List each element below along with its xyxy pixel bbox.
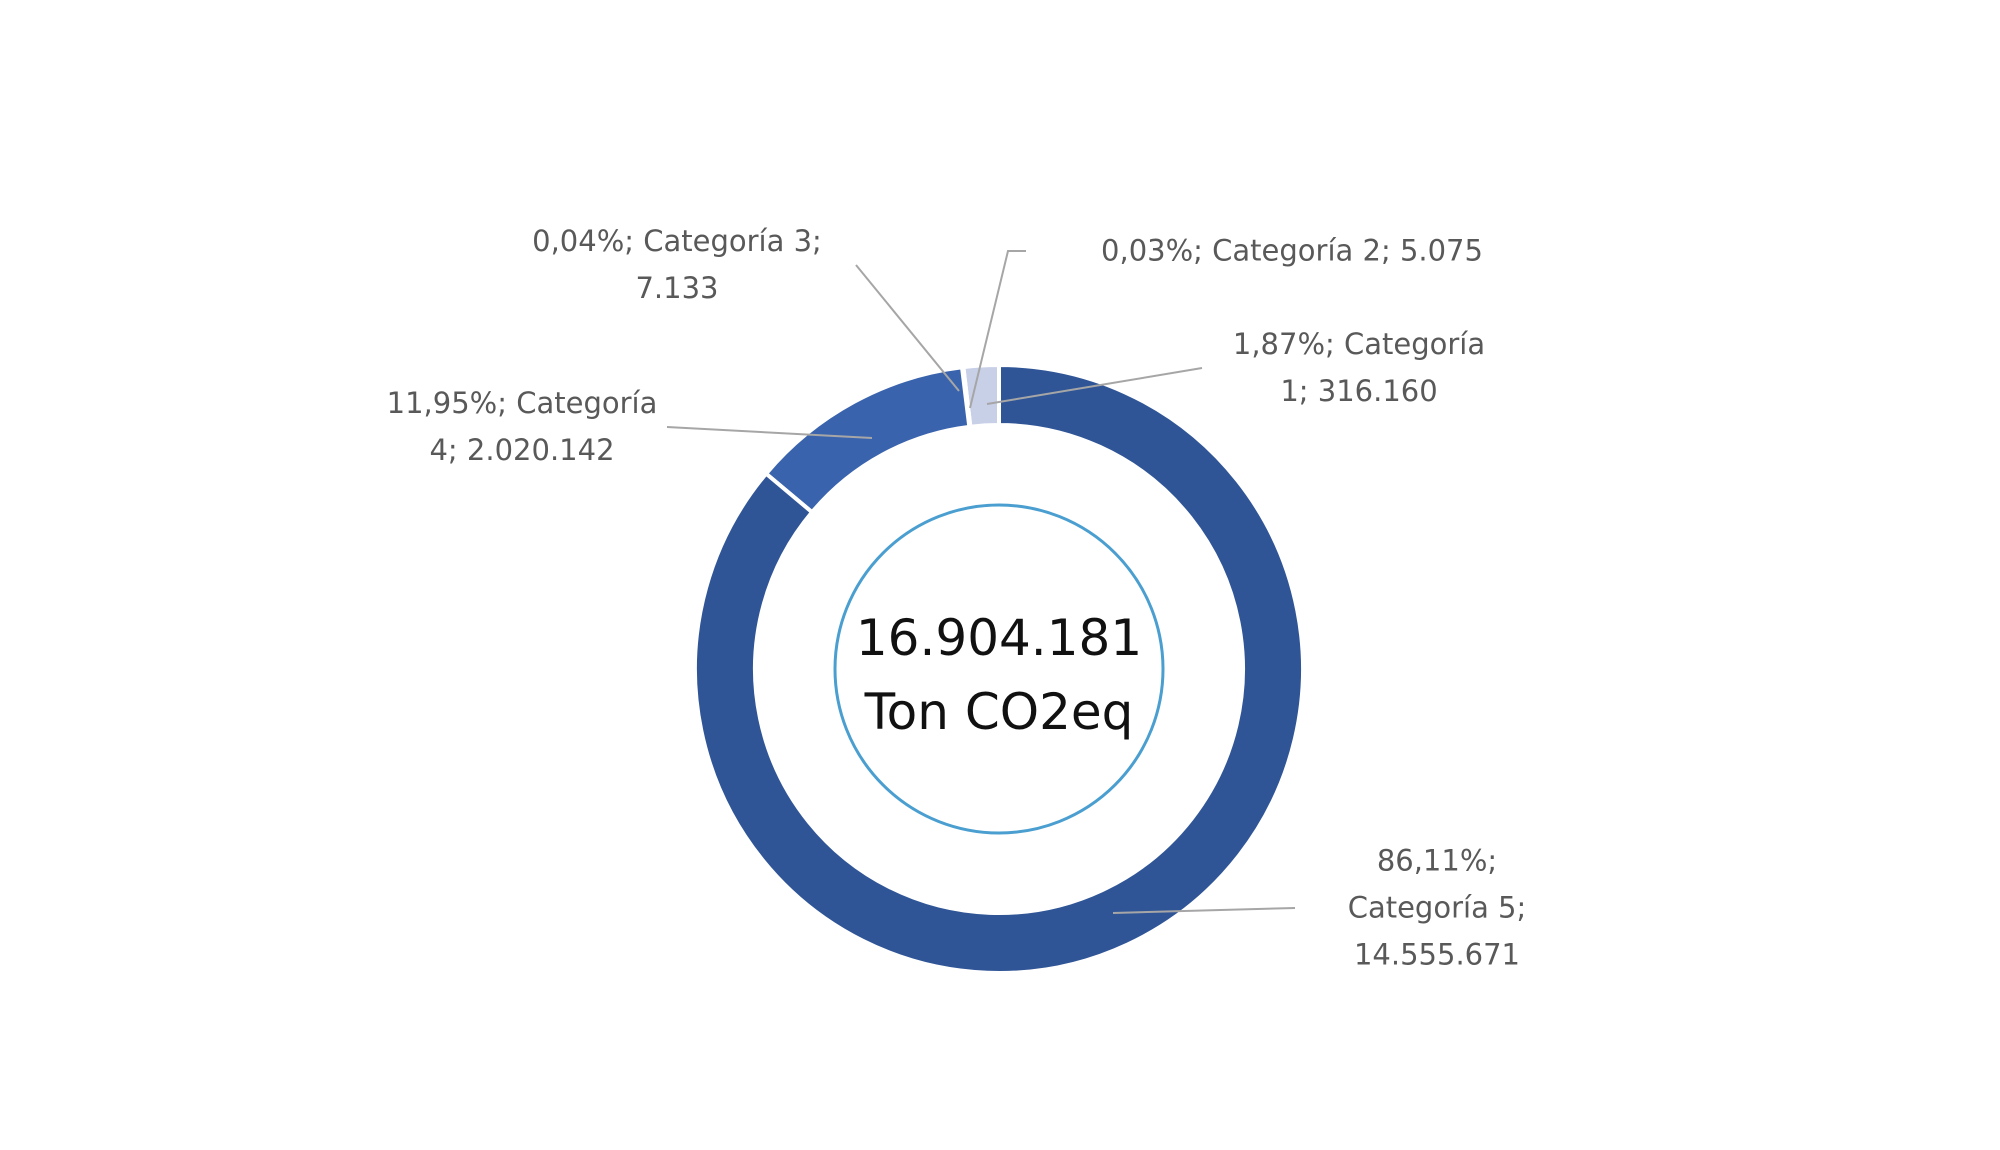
donut-segment [693, 362, 1305, 975]
data-label: 11,95%; Categoría 4; 2.020.142 [386, 386, 658, 467]
leader-line [1112, 907, 1296, 914]
data-label: 0,03%; Categoría 2; 5.075 [1101, 233, 1483, 268]
leader-line [666, 426, 873, 439]
data-label: 0,04%; Categoría 3; 7.133 [532, 224, 822, 305]
leader-line [855, 264, 960, 392]
center-total: 16.904.181 [855, 609, 1143, 667]
center-ring [833, 503, 1165, 835]
center-unit: Ton CO2eq [864, 683, 1134, 741]
donut-segment [763, 365, 972, 516]
leader-line [969, 250, 1026, 409]
data-label: 1,87%; Categoría 1; 316.160 [1232, 327, 1486, 408]
leader-line [986, 367, 1203, 405]
data-label: 86,11%; Categoría 5; 14.555.671 [1347, 843, 1527, 972]
